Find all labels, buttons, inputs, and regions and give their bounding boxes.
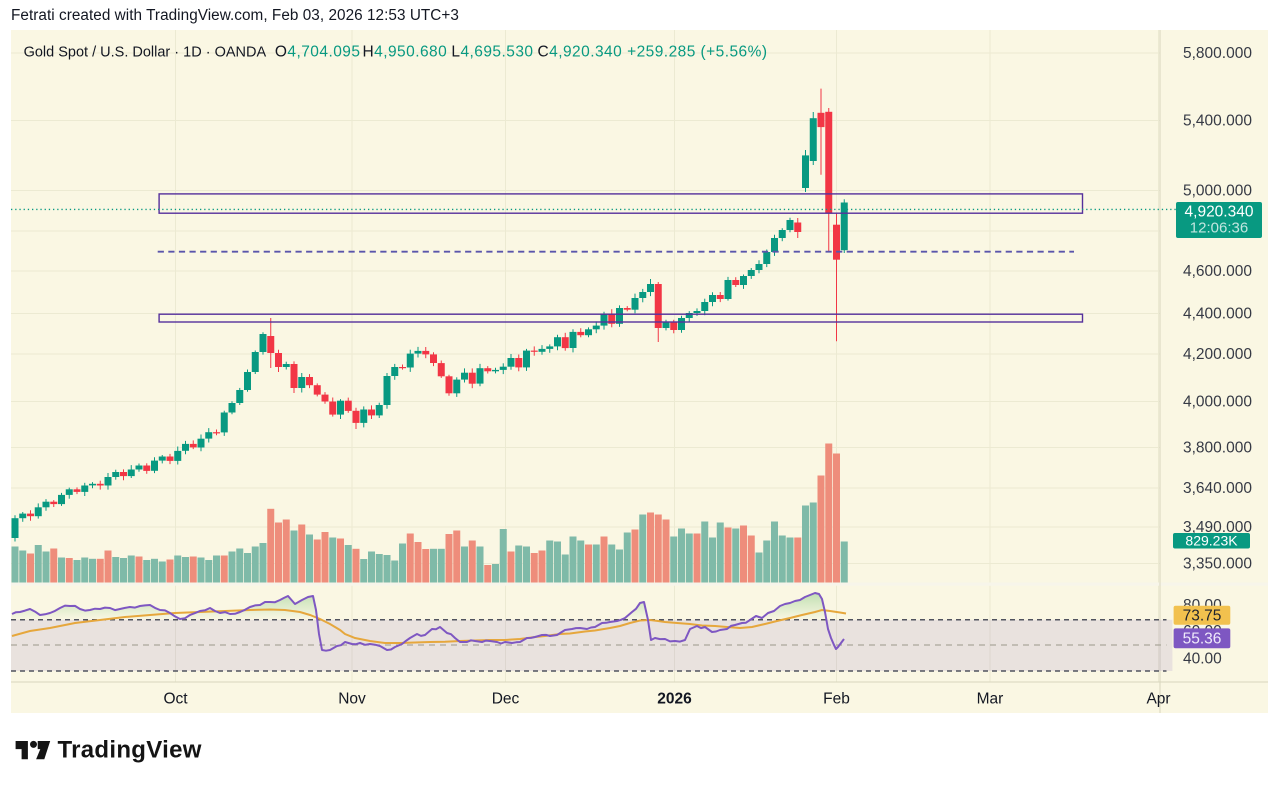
svg-text:4,200.000: 4,200.000 — [1183, 346, 1252, 363]
svg-text:5,800.000: 5,800.000 — [1183, 45, 1252, 62]
svg-text:2026: 2026 — [657, 691, 692, 708]
svg-text:5,400.000: 5,400.000 — [1183, 113, 1252, 130]
svg-text:4,400.000: 4,400.000 — [1183, 306, 1252, 323]
svg-text:3,490.000: 3,490.000 — [1183, 519, 1252, 536]
svg-text:4,000.000: 4,000.000 — [1183, 394, 1252, 411]
svg-text:3,350.000: 3,350.000 — [1183, 556, 1252, 573]
svg-text:829.23K: 829.23K — [1185, 533, 1238, 549]
svg-text:73.75: 73.75 — [1183, 607, 1222, 624]
svg-text:Mar: Mar — [977, 691, 1004, 708]
svg-text:40.00: 40.00 — [1183, 651, 1222, 668]
svg-text:Oct: Oct — [163, 691, 188, 708]
svg-text:Feb: Feb — [823, 691, 850, 708]
svg-text:4,920.340: 4,920.340 — [1185, 204, 1254, 221]
svg-text:3,800.000: 3,800.000 — [1183, 440, 1252, 457]
svg-text:Fetrati created with TradingVi: Fetrati created with TradingView.com, Fe… — [11, 7, 459, 24]
svg-text:Gold Spot / U.S. Dollar · 1D ·: Gold Spot / U.S. Dollar · 1D · OANDA — [24, 45, 267, 61]
svg-text:3,640.000: 3,640.000 — [1183, 480, 1252, 497]
svg-text:TradingView: TradingView — [58, 737, 202, 764]
svg-text:Nov: Nov — [338, 691, 366, 708]
svg-text:Dec: Dec — [492, 691, 520, 708]
svg-text:Apr: Apr — [1146, 691, 1170, 708]
svg-text:5,000.000: 5,000.000 — [1183, 183, 1252, 200]
svg-text:12:06:36: 12:06:36 — [1190, 219, 1248, 236]
svg-text:4,600.000: 4,600.000 — [1183, 263, 1252, 280]
svg-text:55.36: 55.36 — [1183, 630, 1222, 647]
